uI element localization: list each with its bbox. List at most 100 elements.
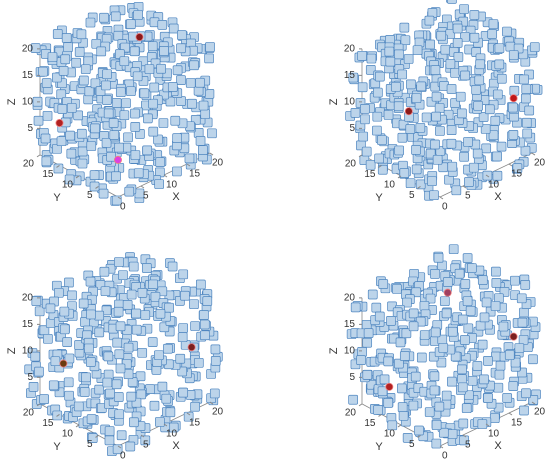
cube: [504, 350, 515, 360]
cube: [460, 31, 470, 42]
cube: [161, 393, 172, 404]
cube: [74, 47, 85, 57]
cube: [101, 305, 112, 316]
x-tick-label: 5: [143, 440, 149, 451]
y-tick: [358, 154, 363, 158]
cube: [491, 266, 501, 277]
y-tick: [95, 435, 99, 438]
cube: [64, 174, 75, 185]
highlight-point: [187, 343, 196, 352]
cube: [148, 98, 158, 109]
cube: [137, 347, 148, 358]
x-tick: [186, 163, 191, 167]
y-tick: [417, 435, 421, 438]
cube: [158, 118, 169, 128]
cube: [464, 177, 474, 187]
cube: [430, 327, 441, 338]
z-tick-label: 15: [344, 319, 356, 330]
cube: [140, 310, 151, 320]
cube: [378, 279, 389, 289]
cube: [447, 161, 458, 172]
cube: [129, 417, 139, 428]
cube: [198, 145, 208, 155]
cube: [477, 275, 488, 285]
cube: [102, 377, 113, 388]
cube: [130, 150, 141, 160]
cube: [84, 343, 94, 354]
y-tick-label: 20: [345, 408, 357, 419]
cube: [372, 125, 382, 136]
axis-label: Z: [328, 98, 340, 105]
cube: [39, 394, 49, 405]
cube: [431, 420, 442, 431]
cube: [517, 317, 528, 328]
cube: [411, 145, 421, 155]
cube: [411, 164, 422, 175]
cube: [50, 356, 61, 367]
cube: [455, 91, 466, 102]
cube: [394, 145, 405, 156]
cube: [430, 269, 440, 279]
cube: [30, 43, 41, 53]
cube: [40, 133, 51, 144]
cube: [488, 130, 499, 141]
cube: [450, 68, 460, 78]
cube: [167, 82, 178, 92]
cube: [90, 123, 100, 134]
cube: [164, 302, 174, 313]
cube: [524, 105, 535, 116]
cube: [490, 115, 501, 126]
cube: [427, 176, 437, 187]
x-tick: [485, 174, 490, 178]
cube: [384, 46, 395, 57]
x-tick-label: 10: [166, 180, 178, 191]
cube: [90, 78, 101, 89]
cube: [84, 86, 95, 97]
cube: [87, 433, 98, 443]
cube: [30, 351, 41, 362]
cube: [71, 57, 82, 68]
cube: [64, 277, 74, 288]
cube: [457, 314, 468, 325]
cube: [502, 393, 513, 403]
cube: [356, 355, 366, 365]
x-tick-label: 0: [120, 202, 126, 213]
cube: [130, 108, 140, 119]
cube: [362, 370, 373, 380]
cube: [454, 268, 465, 279]
cube: [487, 29, 498, 39]
cube: [478, 112, 489, 122]
cube: [111, 379, 122, 390]
cube: [60, 54, 71, 65]
cube: [519, 405, 529, 416]
cube: [85, 17, 96, 28]
y-tick: [397, 175, 402, 179]
z-tick-label: 10: [22, 97, 34, 108]
cube: [462, 253, 473, 263]
cube: [429, 190, 439, 201]
cube: [103, 369, 114, 380]
y-tick: [378, 164, 382, 168]
cube: [129, 46, 140, 57]
cube: [147, 41, 158, 52]
cube: [492, 170, 503, 181]
cube: [451, 185, 462, 196]
y-tick-label: 5: [409, 439, 415, 450]
cube: [357, 347, 367, 357]
x-tick: [485, 423, 490, 427]
cube: [114, 349, 125, 360]
cube: [452, 38, 463, 48]
x-tick-label: 5: [143, 191, 149, 202]
cube: [41, 78, 52, 88]
cube: [430, 65, 441, 75]
cube: [114, 409, 125, 420]
cube: [367, 289, 378, 300]
cube: [123, 342, 134, 353]
y-tick: [397, 424, 402, 428]
cube: [397, 402, 408, 413]
cube: [411, 93, 422, 104]
cube: [154, 179, 164, 189]
z-tick-label: 5: [349, 372, 355, 383]
cube: [157, 381, 168, 392]
cube: [405, 178, 416, 189]
